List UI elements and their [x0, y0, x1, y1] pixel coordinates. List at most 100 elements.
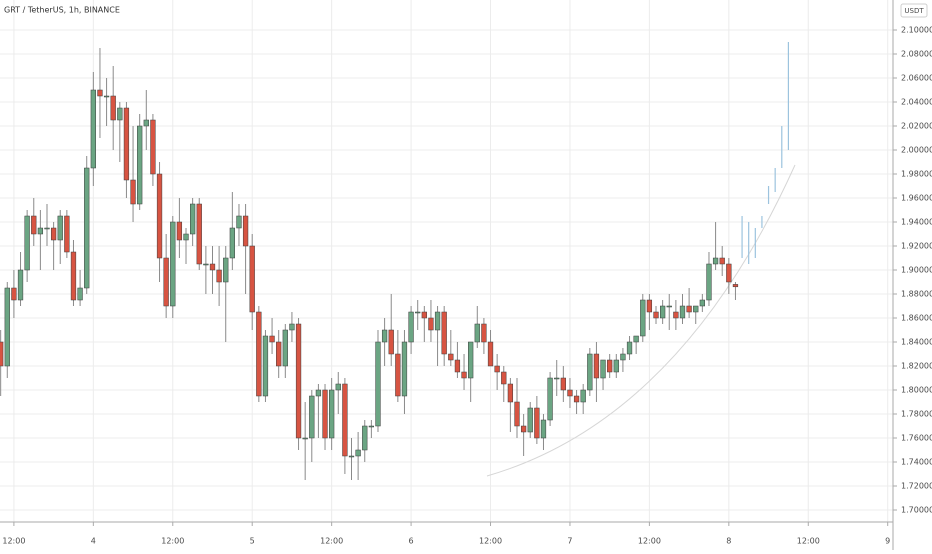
candle-body	[143, 119, 149, 127]
candle-body	[547, 377, 553, 421]
candle-body	[567, 389, 573, 397]
y-tick-label: 1.86000	[901, 314, 932, 323]
y-tick-label: 1.80000	[901, 386, 932, 395]
y-tick-label: 1.82000	[901, 362, 932, 371]
candle-body	[329, 389, 335, 439]
candle-body	[203, 263, 209, 266]
candle-body	[276, 341, 282, 367]
candle-body	[501, 371, 507, 385]
candle-body	[646, 299, 653, 313]
y-tick-label: 2.06000	[901, 74, 932, 83]
candle-body	[514, 401, 520, 427]
candle-body	[223, 257, 229, 283]
candle-body	[633, 335, 639, 343]
x-tick-label: 8	[726, 537, 731, 546]
candle-body	[342, 383, 348, 457]
x-tick-label: 12:00	[2, 537, 25, 546]
candle-body	[176, 221, 183, 241]
candle-body	[375, 341, 381, 427]
trend-curve	[486, 164, 796, 477]
x-tick-label: 7	[567, 537, 572, 546]
candle-body	[156, 173, 163, 259]
candle-body	[236, 215, 242, 229]
candle-body	[520, 425, 527, 433]
candles	[0, 42, 790, 480]
x-tick-label: 12:00	[797, 537, 820, 546]
candle-body	[50, 227, 57, 241]
candle-body	[11, 287, 17, 301]
candle-body	[474, 323, 480, 343]
candle-body	[302, 437, 308, 440]
candle-body	[289, 323, 295, 331]
candle-body	[653, 311, 659, 319]
candle-body	[540, 419, 547, 439]
candle-body	[640, 299, 646, 337]
candle-body	[90, 89, 96, 169]
candle-body	[693, 305, 699, 313]
candle-body	[554, 377, 560, 380]
candle-body	[110, 95, 116, 121]
candle-body	[441, 311, 447, 355]
candle-body	[256, 311, 262, 397]
candle-body	[719, 257, 725, 265]
candle-body	[428, 317, 434, 331]
candle-body	[282, 329, 288, 367]
candle-body	[587, 353, 593, 391]
y-tick-label: 1.76000	[901, 434, 932, 443]
candle-body	[315, 389, 322, 397]
candle-body	[262, 335, 269, 397]
axes: 1.70000 1.72000 1.74000 1.76000 1.78000 1.800…	[2, 26, 932, 546]
candle-body	[309, 395, 315, 439]
y-tick-label: 2.00000	[901, 146, 932, 155]
candle-body	[706, 263, 712, 301]
y-tick-label: 1.84000	[901, 338, 932, 347]
candle-body	[421, 311, 427, 319]
x-tick-label: 12:00	[161, 537, 184, 546]
candle-body	[560, 377, 566, 391]
candle-body	[103, 95, 110, 98]
candle-body	[395, 353, 401, 397]
candle-body	[137, 125, 143, 205]
candle-body	[507, 383, 514, 403]
candle-body	[660, 305, 666, 319]
candle-body	[24, 215, 30, 271]
x-tick-label: 12:00	[479, 537, 502, 546]
y-tick-label: 1.88000	[901, 290, 932, 299]
candle-body	[190, 203, 196, 235]
candle-body	[335, 383, 341, 391]
candle-body	[163, 257, 169, 307]
candle-body	[527, 407, 533, 433]
candle-body	[183, 233, 189, 241]
candle-body	[170, 221, 176, 307]
y-tick-label: 1.96000	[901, 194, 932, 203]
candle-body	[600, 359, 606, 379]
candle-body	[130, 179, 136, 205]
candle-body	[468, 341, 474, 379]
candle-body	[679, 305, 686, 319]
candle-body	[732, 284, 739, 288]
candle-body	[196, 203, 202, 265]
candle-body	[249, 245, 255, 313]
currency-label[interactable]: USDT	[904, 7, 924, 15]
candle-body	[209, 263, 216, 271]
candle-body	[368, 425, 374, 428]
candle-body	[699, 299, 705, 307]
candle-body	[4, 287, 10, 367]
candle-body	[348, 455, 355, 458]
y-tick-label: 1.70000	[901, 506, 932, 515]
currency-box[interactable]	[900, 3, 928, 18]
candle-body	[487, 341, 494, 367]
y-tick-label: 1.90000	[901, 266, 932, 275]
x-tick-label: 5	[250, 537, 255, 546]
candle-body	[117, 107, 123, 121]
candle-body	[626, 341, 633, 355]
candle-body	[77, 287, 83, 301]
candle-body	[269, 335, 275, 343]
y-tick-label: 2.02000	[901, 122, 932, 131]
candle-body	[44, 227, 50, 230]
candle-body	[613, 359, 619, 373]
candle-body	[434, 311, 441, 331]
candle-body	[388, 329, 394, 355]
